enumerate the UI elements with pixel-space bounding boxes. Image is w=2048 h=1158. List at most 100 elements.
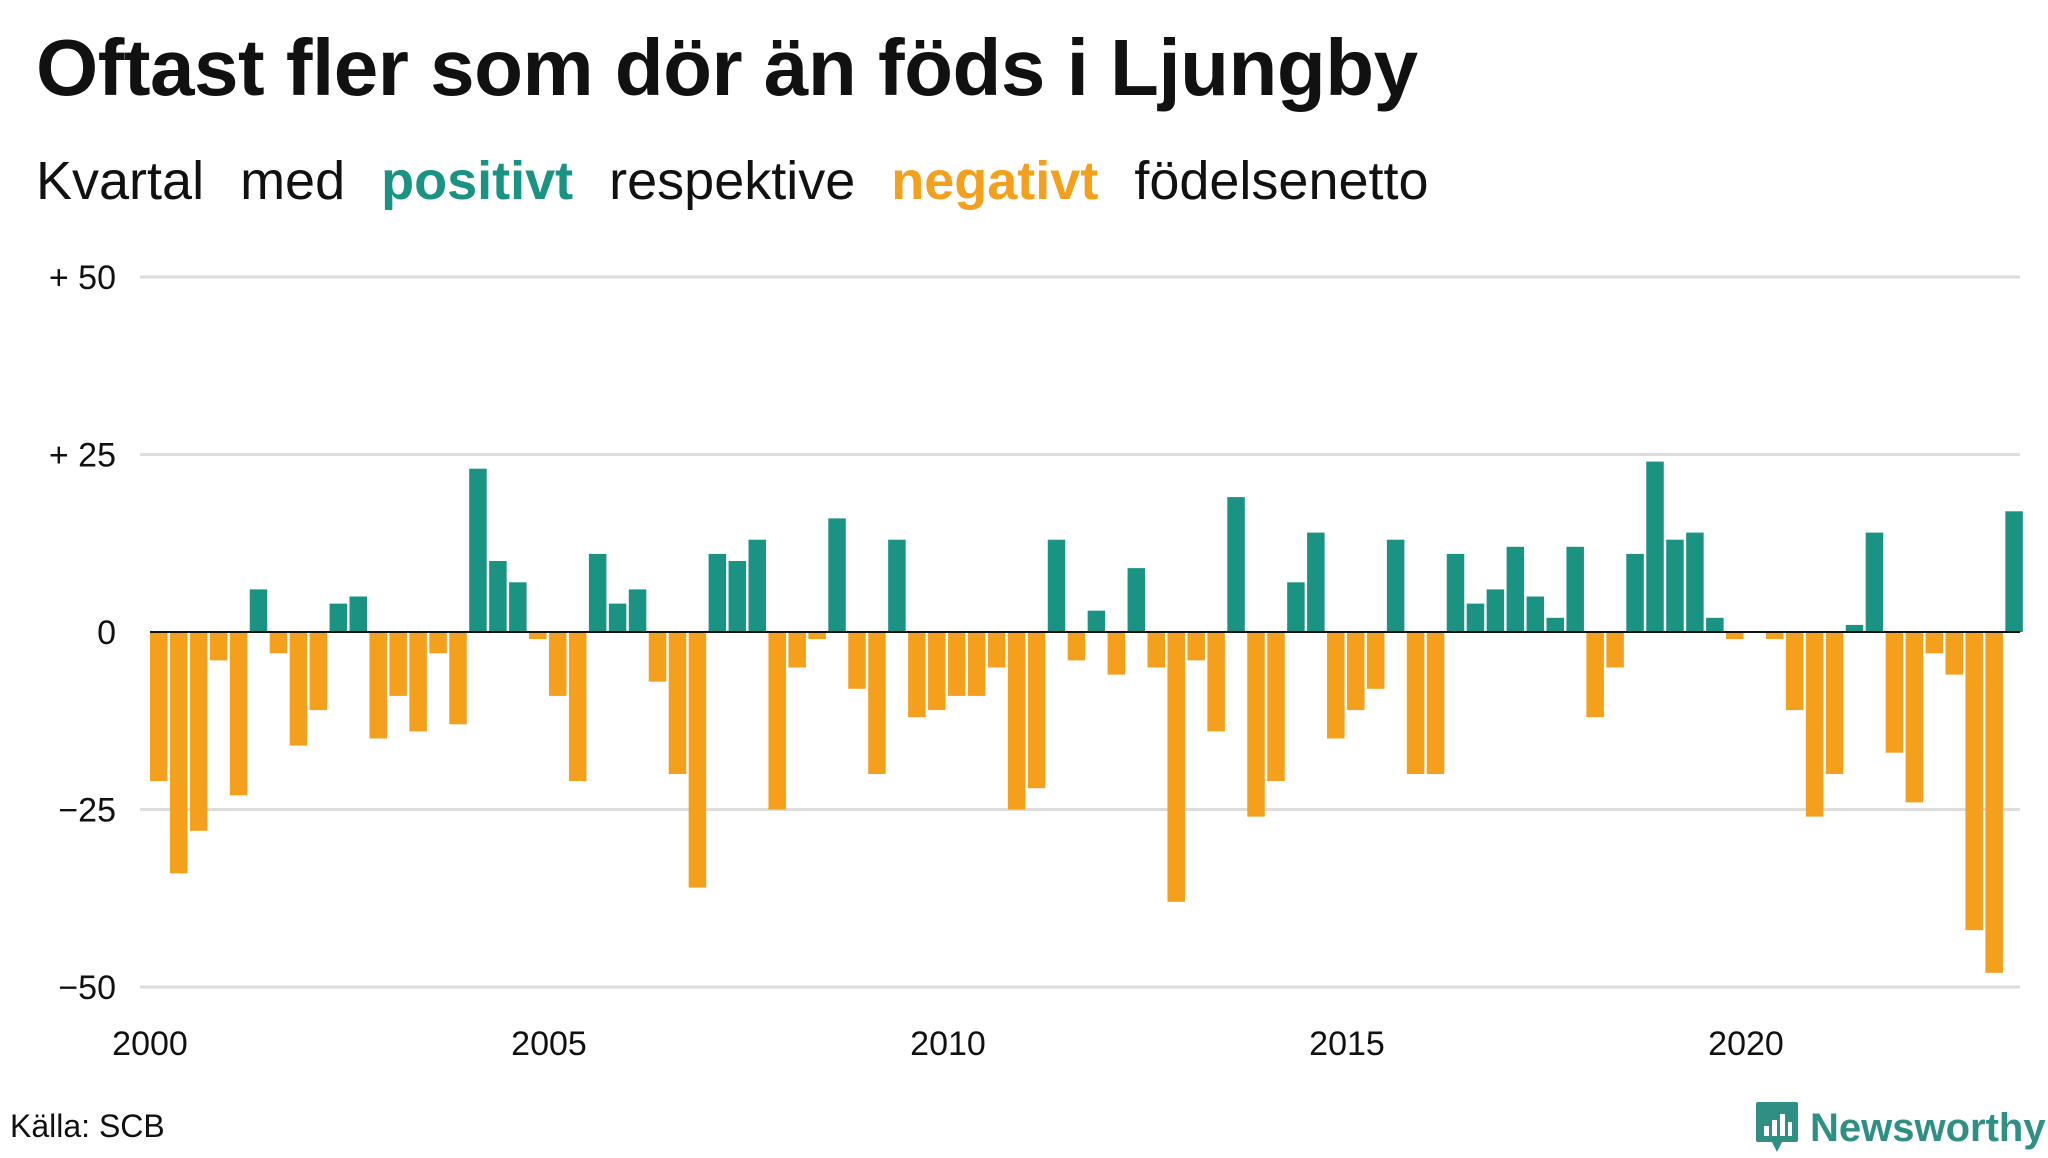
bar	[1167, 632, 1185, 902]
brand-name: Newsworthy	[1810, 1105, 2046, 1150]
axes: + 50 + 25 0 −25 −50 2000 2005 2010 2015 2020	[49, 259, 2020, 1063]
bar	[429, 632, 447, 654]
bar	[329, 603, 348, 632]
chart-subtitle: Kvartal med positivt respektive negativt föde…	[36, 150, 1429, 212]
subtitle-positive-word: positivt	[381, 151, 574, 211]
chart-title: Oftast fler som dör än föds i Ljungby	[36, 23, 1418, 112]
bar	[150, 632, 168, 782]
bar	[1147, 632, 1165, 668]
x-tick-label: 2010	[910, 1025, 986, 1063]
bar	[608, 603, 627, 632]
subtitle-prefix: Kvartal	[36, 151, 205, 211]
y-tick-label: 0	[97, 614, 116, 652]
bar	[688, 632, 707, 888]
bar	[1426, 632, 1445, 774]
bar	[568, 632, 587, 782]
bar	[1785, 632, 1804, 711]
y-tick-label: −25	[58, 792, 116, 830]
bar	[1327, 632, 1345, 739]
bar	[868, 632, 886, 774]
bar	[1107, 632, 1126, 675]
bar	[1446, 553, 1465, 632]
bar	[1885, 632, 1904, 753]
bar	[1706, 617, 1724, 632]
bar	[1945, 632, 1963, 675]
bar	[169, 632, 188, 874]
bar	[1925, 632, 1944, 654]
bars	[150, 461, 2023, 973]
bar	[1366, 632, 1385, 689]
bar	[1865, 532, 1884, 632]
bar	[289, 632, 308, 746]
y-tick-label: + 50	[49, 259, 116, 297]
bar	[509, 582, 527, 632]
brand-logo: Newsworthy	[1754, 1098, 2046, 1158]
bar	[549, 632, 567, 696]
bar	[449, 632, 467, 725]
x-tick-label: 2015	[1309, 1025, 1385, 1063]
x-tick-label: 2005	[511, 1025, 587, 1063]
bar	[209, 632, 228, 661]
bar	[1406, 632, 1425, 774]
bar	[1686, 532, 1704, 632]
bar	[888, 539, 906, 632]
bar	[808, 632, 826, 640]
bar	[928, 632, 946, 711]
bar	[269, 632, 288, 654]
bar	[1127, 568, 1146, 632]
bar	[1526, 596, 1545, 632]
bar	[1546, 617, 1564, 632]
bar	[189, 632, 208, 831]
bar	[788, 632, 806, 668]
bar	[648, 632, 667, 682]
bar	[848, 632, 866, 689]
bar	[409, 632, 427, 732]
bar	[948, 632, 966, 696]
bar	[708, 553, 727, 632]
subtitle-negative-word: negativt	[891, 151, 1099, 211]
bar	[1765, 632, 1784, 640]
x-tick-label: 2000	[112, 1025, 188, 1063]
bar	[1466, 603, 1485, 632]
bar	[529, 632, 547, 640]
bar	[1386, 539, 1405, 632]
bar	[229, 632, 248, 796]
bar	[1586, 632, 1604, 718]
y-tick-label: + 25	[49, 437, 116, 475]
bar	[1307, 532, 1325, 632]
bar	[668, 632, 687, 774]
bar	[1626, 553, 1644, 632]
bar	[1805, 632, 1824, 817]
bar	[828, 518, 846, 632]
bar	[628, 589, 647, 632]
bar	[249, 589, 268, 632]
bar	[1027, 632, 1046, 789]
bar	[1067, 632, 1086, 661]
bar	[369, 632, 387, 739]
bar	[588, 553, 607, 632]
bar	[1566, 546, 1584, 632]
bar	[1985, 632, 2003, 973]
gridlines	[140, 275, 2020, 989]
bar	[1825, 632, 1844, 774]
bar	[1247, 632, 1265, 817]
bar	[2005, 511, 2023, 632]
newsworthy-logo-icon	[1756, 1102, 1798, 1152]
bar	[1007, 632, 1026, 810]
subtitle-between: respektive	[609, 151, 856, 211]
x-tick-label: 2020	[1708, 1025, 1784, 1063]
bar	[1267, 632, 1285, 782]
source-note: Källa: SCB	[10, 1108, 165, 1144]
subtitle-middle: med	[240, 151, 346, 211]
bar	[1047, 539, 1066, 632]
bar	[489, 561, 507, 632]
bar	[389, 632, 407, 696]
bar	[1486, 589, 1505, 632]
bar	[768, 632, 786, 810]
bar	[469, 468, 487, 632]
subtitle-suffix: födelsenetto	[1134, 151, 1429, 211]
y-tick-label: −50	[58, 969, 116, 1007]
bar	[1207, 632, 1225, 732]
bar	[908, 632, 926, 718]
